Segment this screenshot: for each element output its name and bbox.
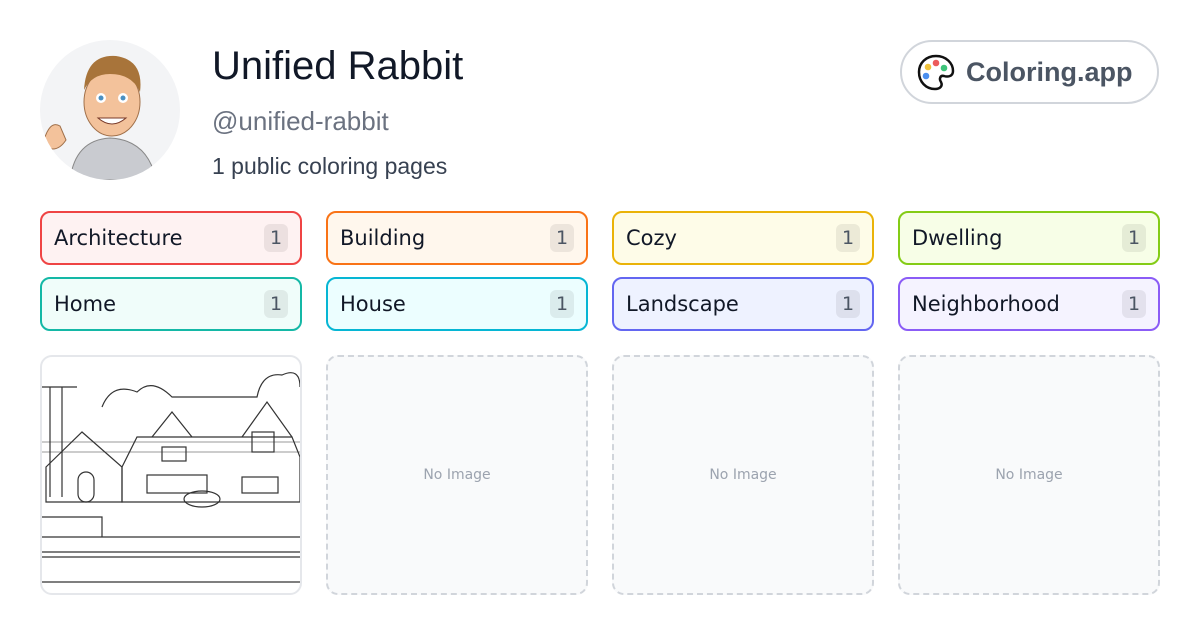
tag-label: Landscape	[626, 292, 739, 316]
empty-card[interactable]: No Image	[612, 355, 874, 595]
tag-count: 1	[836, 290, 860, 318]
palette-icon	[917, 54, 955, 91]
tag-cozy[interactable]: Cozy 1	[612, 211, 874, 265]
tag-label: House	[340, 292, 406, 316]
tag-label: Cozy	[626, 226, 677, 250]
tag-label: Neighborhood	[912, 292, 1060, 316]
tag-landscape[interactable]: Landscape 1	[612, 277, 874, 331]
avatar	[40, 40, 180, 180]
no-image-label: No Image	[423, 467, 491, 483]
profile-handle: @unified-rabbit	[212, 106, 389, 136]
public-pages-count: 1 public coloring pages	[212, 153, 448, 179]
tag-count: 1	[550, 224, 574, 252]
no-image-label: No Image	[709, 467, 777, 483]
profile-name: Unified Rabbit	[212, 44, 464, 88]
brand-label: Coloring.app	[966, 56, 1133, 87]
no-image-label: No Image	[995, 467, 1063, 483]
empty-card[interactable]: No Image	[326, 355, 588, 595]
tag-neighborhood[interactable]: Neighborhood 1	[898, 277, 1160, 331]
tag-count: 1	[264, 290, 288, 318]
tag-count: 1	[550, 290, 574, 318]
tag-building[interactable]: Building 1	[326, 211, 588, 265]
tag-count: 1	[264, 224, 288, 252]
tag-architecture[interactable]: Architecture 1	[40, 211, 302, 265]
tag-count: 1	[1122, 224, 1146, 252]
tag-house[interactable]: House 1	[326, 277, 588, 331]
coloring-page-card[interactable]	[40, 355, 302, 595]
tag-dwelling[interactable]: Dwelling 1	[898, 211, 1160, 265]
tag-label: Dwelling	[912, 226, 1003, 250]
brand-badge[interactable]: Coloring.app	[900, 40, 1159, 104]
tag-label: Architecture	[54, 226, 183, 250]
house-coloring-image	[42, 372, 300, 583]
tag-label: Home	[54, 292, 117, 316]
tag-count: 1	[1122, 290, 1146, 318]
empty-card[interactable]: No Image	[898, 355, 1160, 595]
tag-home[interactable]: Home 1	[40, 277, 302, 331]
tag-label: Building	[340, 226, 426, 250]
tag-count: 1	[836, 224, 860, 252]
